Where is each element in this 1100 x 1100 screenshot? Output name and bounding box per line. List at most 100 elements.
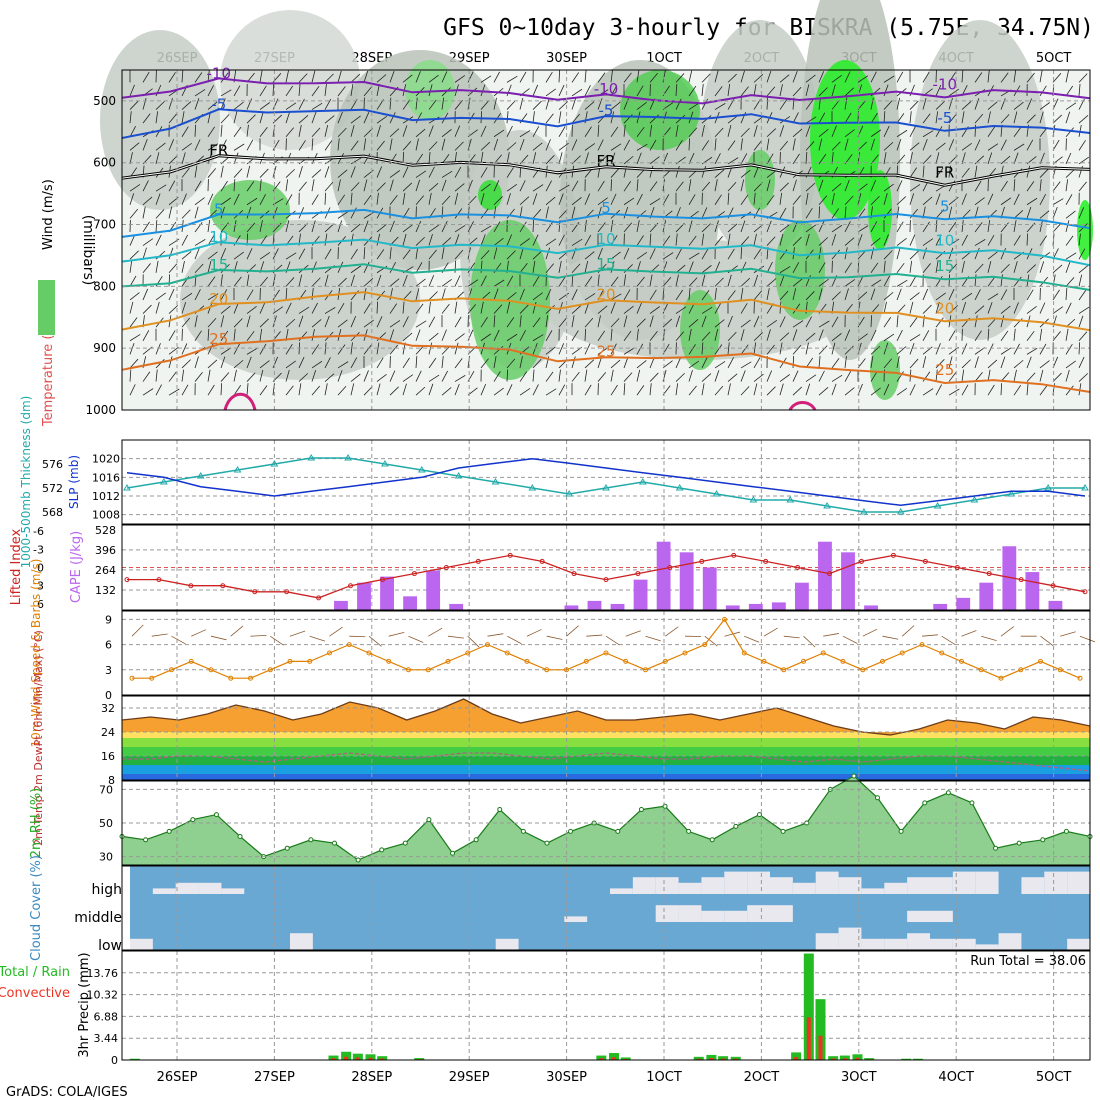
rh2m-axis-label: 2m RH (%) — [29, 788, 44, 859]
wind-barb — [441, 170, 453, 178]
wind-barb — [610, 302, 616, 314]
wind10-frame — [121, 610, 1091, 696]
isotherm-label: 20 — [935, 299, 954, 317]
wind-barb — [714, 288, 717, 301]
wind-barb — [259, 235, 268, 246]
temperature-axis-label: Temperature (°C) — [41, 314, 56, 427]
wind-barb — [792, 355, 795, 368]
wind-barb — [636, 143, 648, 151]
wind-barb — [740, 361, 752, 369]
wind-barb — [350, 357, 358, 369]
wind-barb — [545, 155, 555, 165]
wind-barb — [415, 138, 419, 151]
wind-barb — [935, 152, 940, 165]
wind-barb — [298, 83, 301, 96]
wind-barb — [558, 152, 563, 165]
wind-barb — [272, 83, 275, 96]
wind-barb — [220, 347, 232, 355]
wind-barb — [545, 97, 550, 110]
wind-barb — [571, 263, 581, 274]
wind-barb — [701, 83, 704, 97]
wind-barb — [675, 356, 682, 369]
wind10-barb — [724, 631, 741, 637]
thickness-marker — [823, 502, 831, 509]
wind-barb — [376, 374, 387, 382]
wind-barb — [389, 112, 396, 124]
wind-barb — [246, 315, 251, 328]
lifted-index-marker — [443, 565, 449, 570]
wind-barb — [792, 320, 804, 328]
wind-barb — [740, 153, 748, 165]
cape-tick-label: 132 — [95, 584, 116, 597]
wind-barb — [987, 293, 999, 301]
wind-barb — [428, 332, 439, 342]
rh2m-marker — [686, 828, 692, 834]
isotherm-label: 15 — [596, 255, 615, 273]
wind-barb — [155, 184, 167, 192]
rh2m-tick-label: 50 — [99, 817, 113, 830]
wind10-barb — [210, 635, 227, 641]
wind-barb — [844, 206, 847, 219]
wind-barb — [649, 156, 660, 165]
lifted-index-marker — [156, 577, 162, 583]
wind-barb — [259, 193, 266, 205]
wind-barb — [389, 170, 400, 178]
wind-barb — [1013, 210, 1024, 219]
wind-barb — [285, 70, 289, 83]
wind-barb — [805, 151, 808, 164]
wind-barb — [129, 250, 139, 260]
wind-barb — [298, 181, 307, 192]
wind-barb — [402, 301, 405, 314]
cloud-middle-bar — [770, 905, 793, 922]
precip-tick-label: 13.76 — [87, 967, 119, 980]
cape-bar — [1002, 546, 1017, 610]
wind-barb — [155, 234, 162, 246]
wind-barb — [597, 315, 601, 328]
wind10-barb — [368, 635, 382, 647]
wind-barb — [610, 343, 617, 355]
wind-barb — [272, 248, 279, 260]
isotherm-line — [121, 263, 1091, 291]
wind-barb — [480, 383, 487, 396]
wind-barb — [324, 307, 336, 314]
wind-barb — [194, 356, 199, 369]
wind-barb — [1078, 114, 1089, 124]
wind-barb — [857, 225, 869, 233]
wind-barb — [870, 262, 879, 273]
wind-barb — [441, 303, 450, 314]
lifted-index-marker — [124, 577, 130, 583]
wind10-marker — [248, 675, 253, 681]
wind-barb — [441, 221, 448, 233]
lifted-index-marker — [1082, 589, 1088, 595]
precip-convective-bar — [696, 1058, 701, 1060]
wind-barb — [571, 72, 580, 83]
wind-barb — [129, 184, 141, 192]
wind-barb — [194, 124, 197, 137]
wind-barb — [935, 111, 939, 124]
wind-barb — [792, 86, 802, 97]
wind-barb — [688, 102, 700, 110]
wind-barb — [129, 234, 136, 246]
precip-convective-bar — [344, 1056, 349, 1060]
wind-barb — [194, 165, 198, 178]
wind-barb — [779, 374, 790, 382]
wind-barb — [207, 168, 217, 178]
wind-barb — [1026, 98, 1033, 110]
precip-convective-legend: Convective — [0, 986, 70, 1001]
wind-barb — [766, 236, 776, 246]
wind-barb — [740, 179, 745, 192]
wind-barb — [194, 289, 201, 301]
wind-barb — [402, 141, 412, 151]
wind-barb — [233, 251, 244, 260]
wind-barb — [519, 238, 530, 246]
wind-barb — [363, 153, 371, 165]
wind-barb — [207, 85, 214, 97]
wind-barb — [259, 385, 268, 396]
wind-barb — [740, 138, 743, 151]
wind-barb — [948, 356, 953, 369]
wind10-barb — [1079, 635, 1096, 643]
wind-barb — [1013, 384, 1022, 396]
wind-barb — [532, 292, 543, 301]
rh2m-marker — [379, 847, 385, 853]
wind-barb — [324, 357, 331, 369]
